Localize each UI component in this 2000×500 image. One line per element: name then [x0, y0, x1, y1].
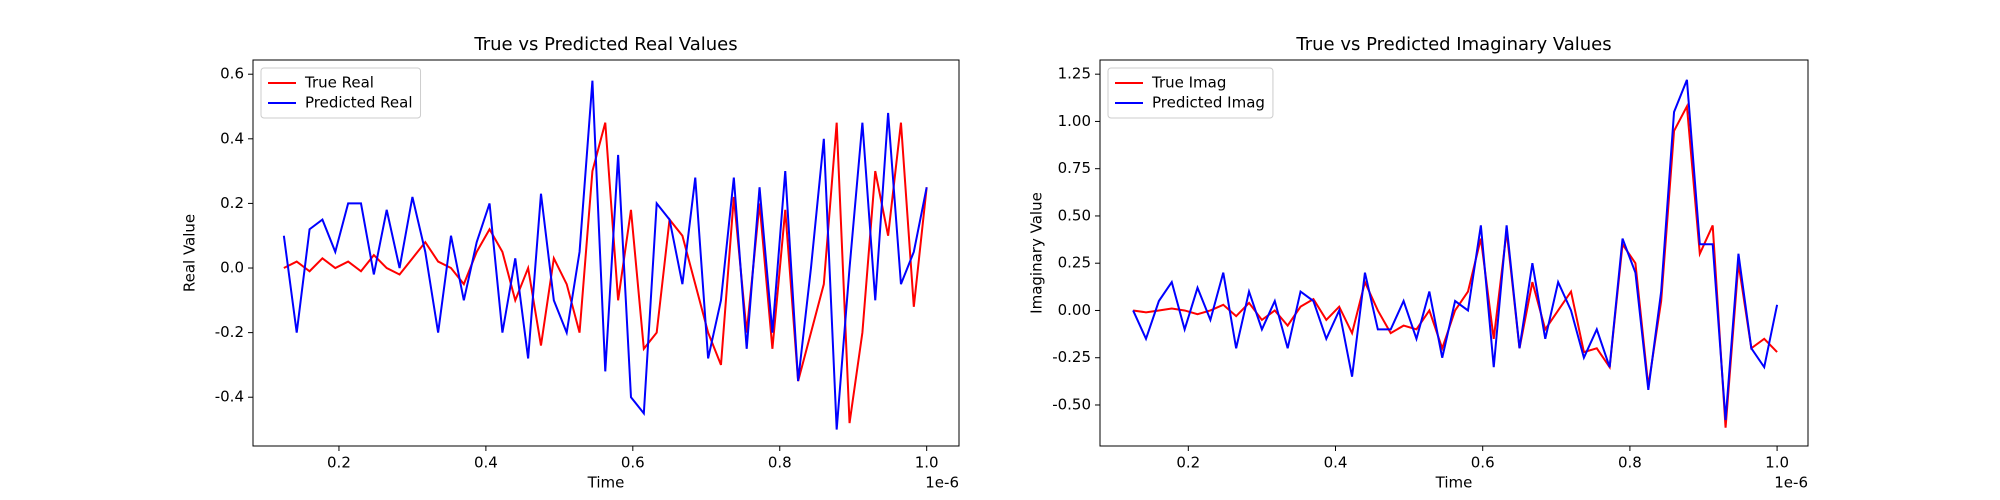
y-tick-label: 1.25 — [1058, 65, 1091, 83]
x-tick-label: 0.2 — [327, 454, 351, 472]
data-line — [1132, 79, 1779, 421]
x-offset-label: 1e-6 — [1774, 474, 1808, 492]
y-tick-label: -0.50 — [1052, 395, 1091, 413]
y-tick-label: 0.4 — [220, 129, 244, 147]
y-axis-label: Imaginary Value — [1028, 192, 1046, 314]
y-tick-label: 0.75 — [1058, 159, 1091, 177]
y-tick-label: 0.00 — [1058, 301, 1091, 319]
legend: True Imag Predicted Imag — [1107, 67, 1274, 119]
y-tick-label: 0.50 — [1058, 206, 1091, 224]
x-tick-label: 0.2 — [1176, 454, 1200, 472]
y-tick-label: 0.25 — [1058, 254, 1091, 272]
x-axis-label: Time — [1435, 474, 1473, 492]
chart: True vs Predicted Imaginary Values Time 1e… — [1028, 34, 1809, 492]
x-tick-label: 0.4 — [474, 454, 498, 472]
axes-frame — [252, 59, 960, 447]
legend-label: True Imag — [1151, 74, 1226, 92]
y-tick-label: 0.6 — [220, 65, 244, 83]
legend-label: Predicted Real — [305, 94, 413, 112]
y-tick-label: -0.2 — [215, 323, 244, 341]
plot-area — [282, 80, 928, 430]
chart: True vs Predicted Real Values Time 1e-6 Rea… — [181, 34, 960, 492]
y-tick-label: 0.2 — [220, 194, 244, 212]
x-tick-label: 0.8 — [768, 454, 792, 472]
x-tick-label: 0.4 — [1324, 454, 1348, 472]
y-tick-label: 1.00 — [1058, 112, 1091, 130]
chart-title: True vs Predicted Imaginary Values — [1295, 34, 1611, 55]
data-line — [283, 122, 928, 424]
legend: True Real Predicted Real — [260, 67, 422, 119]
legend-label: True Real — [304, 74, 374, 92]
legend-label: Predicted Imag — [1152, 94, 1265, 112]
y-tick-label: -0.25 — [1052, 348, 1091, 366]
y-tick-label: -0.4 — [215, 388, 244, 406]
x-axis-label: Time — [587, 474, 625, 492]
x-tick-label: 0.6 — [621, 454, 645, 472]
y-axis-label: Real Value — [181, 214, 199, 292]
x-tick-label: 1.0 — [1765, 454, 1789, 472]
legend-box — [1107, 67, 1274, 119]
x-tick-label: 0.6 — [1471, 454, 1495, 472]
plot-area — [1132, 79, 1779, 428]
axes-frame — [1099, 59, 1809, 447]
data-line — [1132, 102, 1778, 428]
x-tick-label: 1.0 — [915, 454, 939, 472]
y-tick-label: 0.0 — [220, 259, 244, 277]
data-line — [282, 80, 928, 430]
chart-title: True vs Predicted Real Values — [473, 34, 737, 55]
legend-box — [260, 67, 422, 119]
x-tick-label: 0.8 — [1618, 454, 1642, 472]
x-offset-label: 1e-6 — [925, 474, 959, 492]
